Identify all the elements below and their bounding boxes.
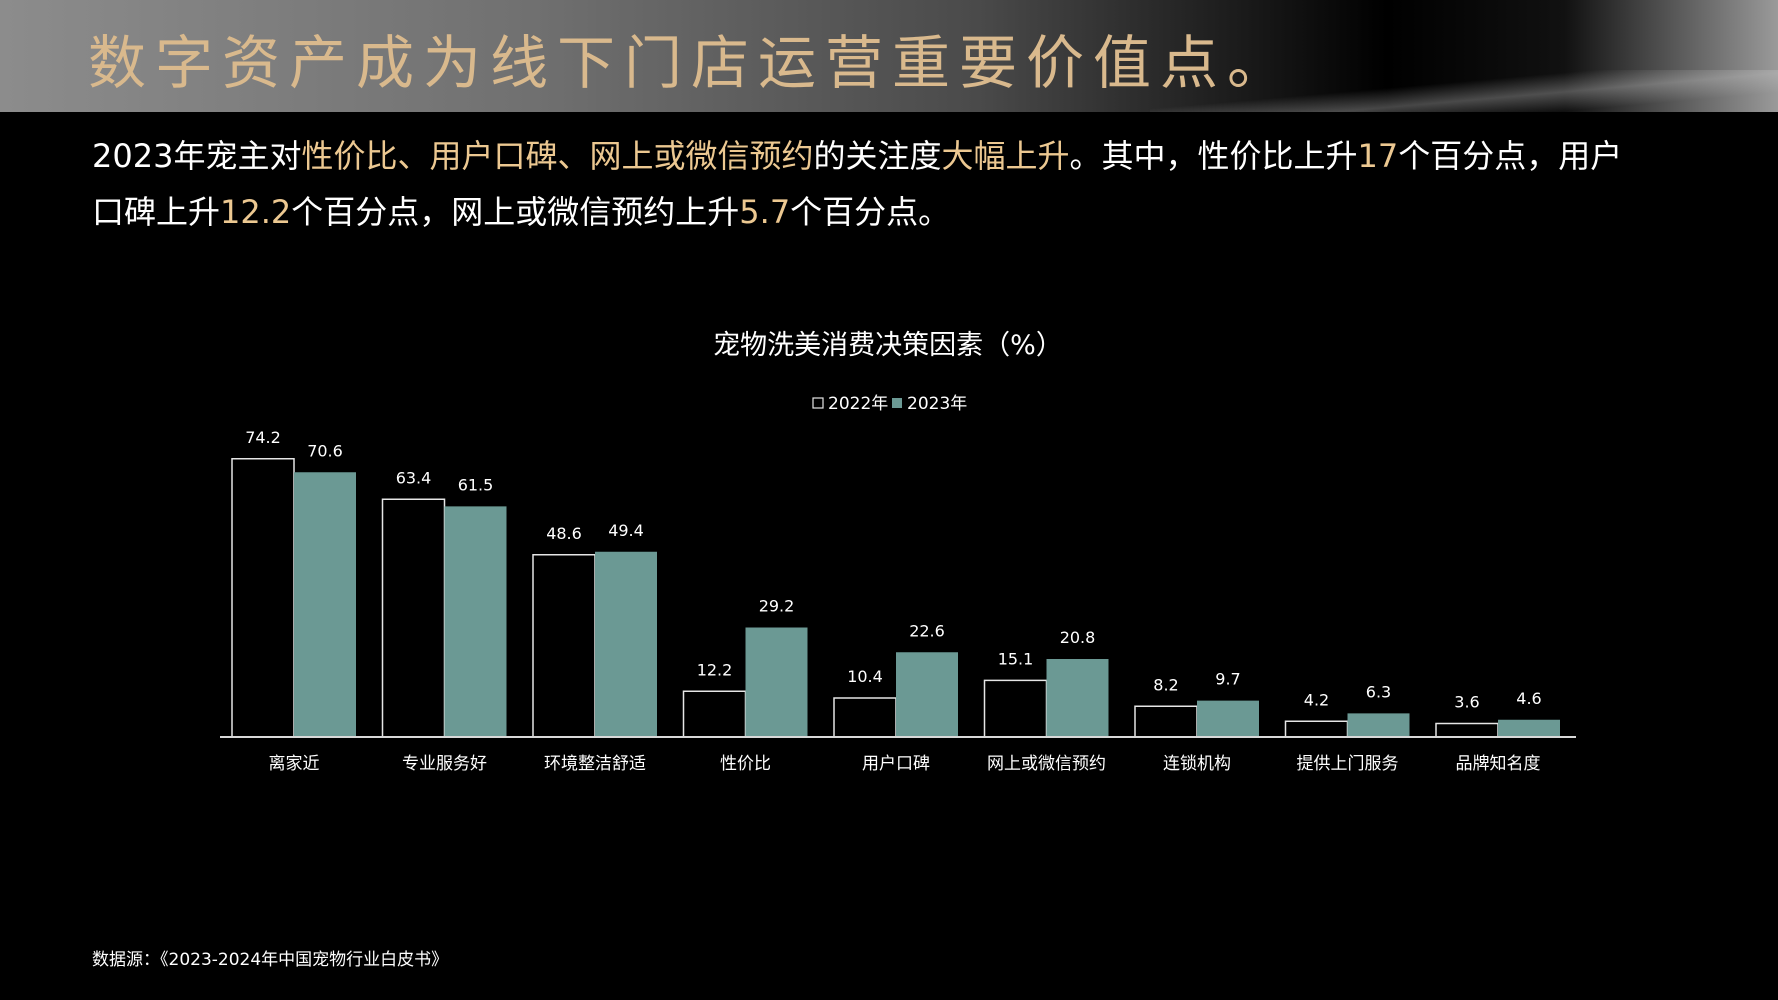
bar-2023: [294, 472, 356, 737]
chart-title: 宠物洗美消费决策因素（%）: [713, 330, 1063, 361]
chart-data-labels: 74.2 70.6 63.4 61.5 48.6 49.4 12.2 29.2 10.4 22.6…: [245, 428, 1542, 712]
x-tick-label: 网上或微信预约: [987, 754, 1106, 774]
x-tick-label: 品牌知名度: [1456, 754, 1541, 774]
summary-text: 个百分点，网上或微信预约上升: [291, 193, 740, 231]
bar-value-label: 63.4: [396, 468, 432, 487]
data-source-note: 数据源：《2023-2024年中国宠物行业白皮书》: [92, 950, 449, 970]
bar-value-label: 4.2: [1304, 690, 1329, 709]
bar-chart: 宠物洗美消费决策因素（%） 2022年 2023年 74.2 70.6 63.4 61.…: [0, 320, 1778, 800]
summary-highlight: 5.7: [739, 193, 791, 231]
summary-text: 个百分点，用户: [1398, 137, 1623, 175]
bar-value-label: 29.2: [759, 597, 795, 616]
x-tick-label: 提供上门服务: [1297, 754, 1399, 774]
summary-text: 口碑上升: [92, 193, 221, 231]
x-tick-label: 专业服务好: [402, 754, 487, 774]
bar-2023: [745, 627, 808, 737]
x-tick-label: 连锁机构: [1163, 754, 1231, 774]
bar-value-label: 61.5: [458, 475, 494, 494]
bar-value-label: 6.3: [1366, 682, 1391, 701]
bar-2022: [231, 458, 295, 738]
bar-value-label: 49.4: [608, 521, 644, 540]
bar-2023: [1347, 713, 1410, 737]
legend-label-2022: 2022年: [828, 394, 888, 414]
summary-highlight: 性价比、用户口碑、网上或微信预约: [301, 137, 814, 175]
bar-value-label: 9.7: [1215, 670, 1240, 689]
bar-2023: [1197, 700, 1259, 737]
bar-2022: [532, 554, 596, 738]
bar-2022: [1284, 720, 1349, 738]
x-tick-label: 性价比: [720, 754, 771, 774]
summary-line-2: 口碑上升12.2个百分点，网上或微信预约上升5.7个百分点。: [92, 184, 1692, 240]
bar-value-label: 8.2: [1153, 675, 1178, 694]
page-title: 数字资产成为线下门店运营重要价值点。: [88, 29, 1295, 97]
summary-text: 。其中，性价比上升: [1069, 137, 1358, 175]
chart-legend: 2022年 2023年: [812, 394, 967, 414]
summary-highlight: 17: [1357, 137, 1399, 175]
summary-line-1: 2023年宠主对性价比、用户口碑、网上或微信预约的关注度大幅上升。其中，性价比上…: [92, 128, 1692, 184]
bar-2023: [1046, 659, 1109, 737]
summary-highlight: 12.2: [220, 193, 292, 231]
bar-2022: [983, 679, 1048, 738]
summary-paragraph: 2023年宠主对性价比、用户口碑、网上或微信预约的关注度大幅上升。其中，性价比上…: [92, 128, 1692, 240]
bar-value-label: 15.1: [998, 649, 1034, 668]
legend-swatch-2022: [812, 397, 824, 409]
bar-value-label: 10.4: [847, 667, 883, 686]
summary-text: 的关注度: [813, 137, 942, 175]
bar-2023: [896, 652, 958, 737]
x-tick-label: 离家近: [269, 754, 320, 774]
bar-value-label: 22.6: [909, 621, 945, 640]
bar-value-label: 4.6: [1516, 689, 1541, 708]
x-tick-label: 用户口碑: [862, 754, 930, 774]
bar-value-label: 70.6: [307, 441, 343, 460]
bar-2022: [1435, 722, 1499, 738]
summary-highlight: 大幅上升: [941, 137, 1070, 175]
title-banner-shine: [1150, 70, 1778, 112]
chart-bars: [231, 458, 1560, 738]
legend-swatch-2023: [892, 398, 902, 408]
title-banner: 数字资产成为线下门店运营重要价值点。: [0, 0, 1778, 112]
summary-text: 个百分点。: [790, 193, 951, 231]
x-tick-label: 环境整洁舒适: [544, 754, 646, 774]
legend-label-2023: 2023年: [907, 394, 967, 414]
chart-x-tick-labels: 离家近 专业服务好 环境整洁舒适 性价比 用户口碑 网上或微信预约 连锁机构 提供上门服务 品牌…: [269, 754, 1541, 774]
chart-svg: 宠物洗美消费决策因素（%） 2022年 2023年 74.2 70.6 63.4 61.…: [220, 330, 1576, 774]
bar-value-label: 48.6: [546, 524, 582, 543]
bar-2022: [381, 498, 446, 738]
bar-2023: [444, 506, 507, 737]
bar-2023: [1498, 719, 1560, 737]
bar-2023: [595, 551, 657, 737]
bar-value-label: 12.2: [697, 660, 733, 679]
bar-2022: [682, 690, 747, 738]
bar-value-label: 3.6: [1454, 693, 1479, 712]
summary-text: 2023年宠主对: [92, 137, 302, 175]
bar-2022: [833, 697, 897, 738]
bar-value-label: 74.2: [245, 428, 281, 447]
bar-2022: [1134, 705, 1198, 738]
bar-value-label: 20.8: [1060, 628, 1096, 647]
